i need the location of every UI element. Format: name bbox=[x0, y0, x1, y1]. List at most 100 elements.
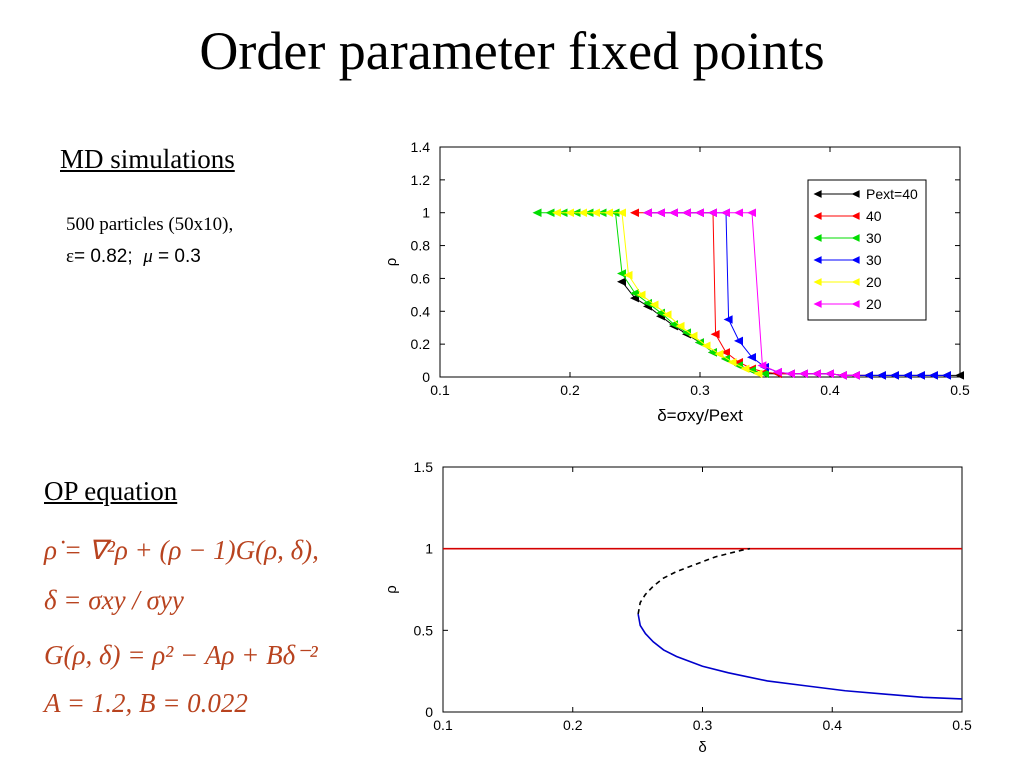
data-point bbox=[838, 371, 847, 380]
data-point bbox=[591, 208, 600, 217]
md-particles-text: 500 particles (50x10), bbox=[66, 214, 234, 235]
data-point bbox=[760, 369, 769, 378]
legend-label: 20 bbox=[866, 296, 882, 312]
data-point bbox=[753, 369, 763, 378]
equation-constants: A = 1.2, B = 0.022 bbox=[44, 688, 248, 718]
data-point bbox=[552, 208, 561, 217]
data-point bbox=[734, 336, 743, 346]
y-tick-label: 0.4 bbox=[411, 303, 431, 319]
data-point bbox=[617, 269, 626, 278]
data-point bbox=[695, 208, 704, 217]
data-point bbox=[688, 331, 698, 341]
data-point bbox=[695, 338, 704, 347]
data-point bbox=[656, 208, 665, 217]
x-tick-label: 0.4 bbox=[820, 382, 840, 398]
curve-2 bbox=[637, 613, 963, 700]
legend-marker bbox=[851, 300, 860, 308]
x-tick-label: 0.2 bbox=[563, 717, 583, 733]
data-point bbox=[740, 364, 750, 374]
slide-title: Order parameter fixed points bbox=[199, 21, 825, 81]
y-tick-label: 1 bbox=[422, 205, 430, 221]
legend-label: 40 bbox=[866, 208, 882, 224]
data-point bbox=[669, 208, 678, 217]
legend-marker bbox=[813, 234, 822, 242]
data-point bbox=[812, 369, 821, 378]
data-point bbox=[643, 208, 652, 217]
data-point bbox=[929, 371, 938, 380]
legend-marker bbox=[813, 278, 822, 286]
x-axis-label: δ=σxy/Pext bbox=[657, 406, 743, 425]
epsilon-value: = 0.82; bbox=[73, 246, 133, 267]
legend-marker bbox=[813, 190, 822, 198]
x-axis-label: δ bbox=[698, 739, 706, 756]
data-point bbox=[630, 288, 639, 298]
data-point bbox=[721, 208, 730, 217]
legend-marker bbox=[851, 256, 860, 264]
data-point bbox=[955, 371, 964, 380]
data-point bbox=[864, 371, 873, 380]
legend-marker bbox=[813, 300, 822, 308]
data-point bbox=[721, 354, 730, 364]
data-point bbox=[747, 208, 756, 217]
legend-marker bbox=[851, 212, 860, 220]
x-tick-label: 0.3 bbox=[690, 382, 710, 398]
mu-value: = 0.3 bbox=[158, 246, 201, 267]
data-point bbox=[532, 208, 542, 217]
y-axis-label: ρ bbox=[383, 258, 400, 267]
legend-marker bbox=[851, 278, 860, 286]
x-tick-label: 0.1 bbox=[430, 382, 450, 398]
legend-marker bbox=[813, 256, 822, 264]
y-axis-label: ρ bbox=[383, 585, 400, 594]
y-tick-label: 1 bbox=[425, 541, 433, 557]
data-point bbox=[757, 361, 767, 370]
data-point bbox=[662, 310, 672, 319]
data-point bbox=[721, 348, 730, 357]
legend-marker bbox=[851, 190, 860, 198]
md-chart: 0.1 0.2 0.3 0.4 0.5 0 0.2 0.4 0.6 0.8 1 1.2 1.4 δ=σxy… bbox=[383, 139, 970, 425]
data-point bbox=[786, 369, 795, 378]
x-tick-label: 0.2 bbox=[560, 382, 580, 398]
data-point bbox=[734, 208, 743, 217]
data-point bbox=[708, 348, 717, 357]
data-point bbox=[630, 208, 639, 217]
y-tick-label: 1.4 bbox=[411, 139, 431, 155]
data-point bbox=[623, 270, 633, 280]
mu-symbol: μ bbox=[143, 246, 153, 267]
legend-label: 20 bbox=[866, 274, 882, 290]
data-point bbox=[675, 321, 685, 331]
x-tick-label: 0.5 bbox=[952, 717, 972, 733]
y-tick-label: 0.8 bbox=[411, 238, 431, 254]
data-point bbox=[604, 208, 613, 217]
data-point bbox=[773, 367, 782, 377]
data-point bbox=[708, 208, 717, 217]
md-simulations-heading: MD simulations bbox=[60, 144, 235, 174]
y-tick-label: 0.6 bbox=[411, 270, 431, 286]
data-point bbox=[545, 208, 555, 217]
data-point bbox=[723, 315, 733, 324]
data-point bbox=[747, 353, 756, 362]
data-point bbox=[903, 371, 912, 380]
data-point bbox=[682, 328, 691, 337]
op-equation-heading: OP equation bbox=[44, 476, 178, 506]
data-point bbox=[714, 349, 724, 359]
data-point bbox=[578, 208, 587, 217]
x-tick-label: 0.3 bbox=[693, 717, 713, 733]
y-tick-label: 1.5 bbox=[414, 459, 434, 475]
data-point bbox=[851, 371, 860, 380]
legend-label: Pext=40 bbox=[866, 186, 918, 202]
data-point bbox=[825, 369, 834, 378]
equation-rho-dot: ρ̇ = ∇²ρ + (ρ − 1)G(ρ, δ), bbox=[44, 535, 319, 565]
series-line-2 bbox=[537, 212, 766, 375]
md-parameters-text: ε= 0.82; μ = 0.3 bbox=[66, 246, 201, 268]
plot-frame bbox=[442, 466, 963, 713]
epsilon-symbol: ε bbox=[66, 246, 74, 267]
y-tick-label: 0 bbox=[425, 704, 433, 720]
data-point bbox=[682, 208, 691, 217]
data-point bbox=[617, 208, 626, 217]
curve-1 bbox=[637, 547, 751, 615]
legend-box bbox=[807, 179, 927, 321]
data-point bbox=[877, 371, 886, 380]
x-tick-label: 0.4 bbox=[823, 717, 843, 733]
data-point bbox=[565, 208, 574, 217]
legend-label: 30 bbox=[866, 230, 882, 246]
